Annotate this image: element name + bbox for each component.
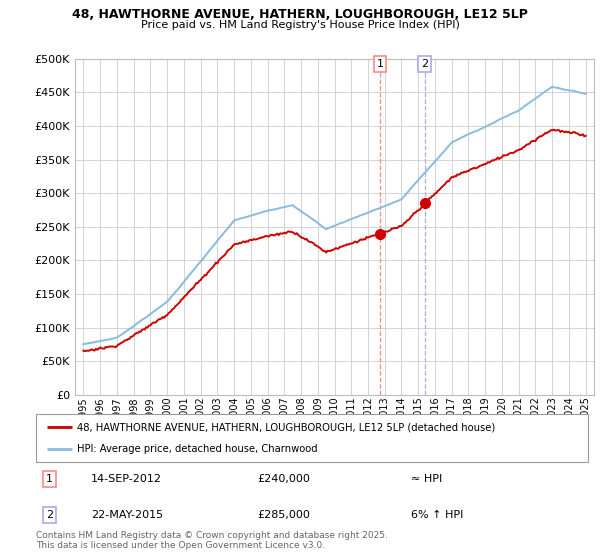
Text: 48, HAWTHORNE AVENUE, HATHERN, LOUGHBOROUGH, LE12 5LP: 48, HAWTHORNE AVENUE, HATHERN, LOUGHBORO… [72, 8, 528, 21]
Text: £240,000: £240,000 [257, 474, 310, 484]
Text: 1: 1 [376, 59, 383, 69]
Text: 2: 2 [421, 59, 428, 69]
Text: 48, HAWTHORNE AVENUE, HATHERN, LOUGHBOROUGH, LE12 5LP (detached house): 48, HAWTHORNE AVENUE, HATHERN, LOUGHBORO… [77, 422, 496, 432]
Text: £285,000: £285,000 [257, 510, 310, 520]
Text: 2: 2 [46, 510, 53, 520]
Text: 1: 1 [46, 474, 53, 484]
FancyBboxPatch shape [36, 414, 588, 462]
Text: HPI: Average price, detached house, Charnwood: HPI: Average price, detached house, Char… [77, 444, 318, 454]
Text: Price paid vs. HM Land Registry's House Price Index (HPI): Price paid vs. HM Land Registry's House … [140, 20, 460, 30]
Text: Contains HM Land Registry data © Crown copyright and database right 2025.
This d: Contains HM Land Registry data © Crown c… [36, 530, 388, 550]
Text: 14-SEP-2012: 14-SEP-2012 [91, 474, 162, 484]
Text: 22-MAY-2015: 22-MAY-2015 [91, 510, 163, 520]
Text: 6% ↑ HPI: 6% ↑ HPI [412, 510, 464, 520]
Text: ≈ HPI: ≈ HPI [412, 474, 443, 484]
